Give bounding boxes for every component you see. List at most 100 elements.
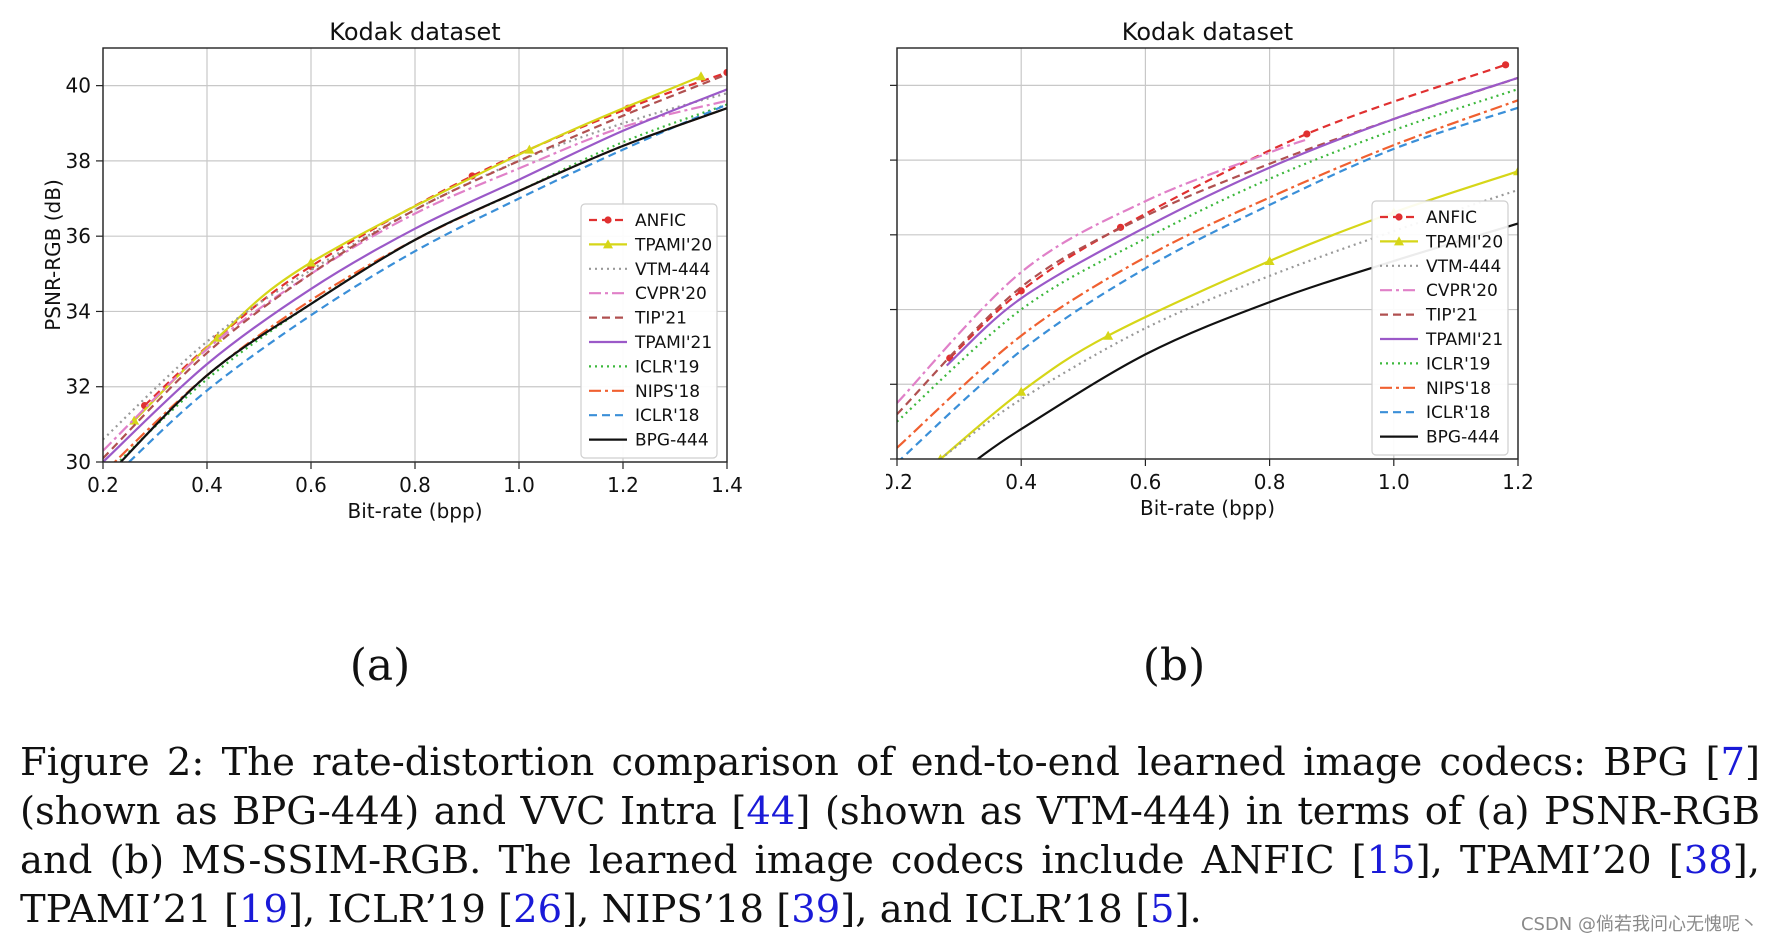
series-line-anfic: [143, 71, 727, 407]
legend-label: VTM-444: [1426, 257, 1501, 277]
legend-label: NIPS'18: [635, 382, 700, 402]
legend-label: ICLR'19: [1426, 354, 1490, 374]
x-tick-label: 1.0: [1378, 470, 1410, 494]
citation-link[interactable]: 15: [1366, 838, 1416, 883]
legend-item: CVPR'20: [589, 284, 707, 304]
x-tick-label: 0.8: [1254, 470, 1286, 494]
series-line-bpg-444: [119, 107, 727, 462]
legend-label: ICLR'18: [635, 406, 699, 426]
x-tick-label: 1.0: [503, 473, 535, 497]
subfigure-label-b: (b): [1142, 640, 1206, 691]
series-line-iclr18: [899, 106, 1518, 459]
series-line-nips18: [897, 99, 1518, 449]
legend-item: TPAMI'21: [589, 333, 712, 353]
legend-label: ICLR'18: [1426, 403, 1490, 423]
legend-item: BPG-444: [589, 431, 709, 451]
legend-label: NIPS'18: [1426, 379, 1491, 399]
y-tick-label: 36: [66, 224, 91, 248]
citation-link[interactable]: 7: [1720, 740, 1745, 785]
x-tick-label: 1.2: [1502, 470, 1534, 494]
legend-item: ICLR'19: [589, 357, 699, 377]
legend-item: ANFIC: [1380, 208, 1477, 228]
data-point-tpami20: [937, 454, 944, 459]
data-point-tpami20: [524, 144, 535, 154]
chart-title: Kodak dataset: [1122, 18, 1293, 46]
x-axis-label: Bit-rate (bpp): [347, 499, 482, 523]
series-line-tpami21: [103, 88, 727, 462]
x-tick-label: 0.4: [1005, 470, 1037, 494]
legend-item: ANFIC: [589, 211, 686, 231]
legend-marker: [1395, 213, 1403, 221]
legend-item: VTM-444: [589, 260, 710, 280]
subfigure-label-a: (a): [349, 640, 411, 691]
x-tick-label: 0.6: [1129, 470, 1161, 494]
series-line-cvpr20: [103, 99, 727, 452]
legend-item: VTM-444: [1380, 257, 1501, 277]
citation-link[interactable]: 5: [1149, 887, 1175, 932]
citation-link[interactable]: 39: [791, 887, 841, 932]
data-point-anfic: [723, 68, 727, 77]
legend-item: ICLR'19: [1380, 354, 1490, 374]
legend-label: ANFIC: [1426, 208, 1477, 228]
legend: ANFIC TPAMI'20 VTM-444 CVPR'20 TIP'21 TPAMI'2…: [1371, 200, 1509, 456]
legend-label: TIP'21: [634, 309, 687, 329]
legend-item: TPAMI'21: [1380, 330, 1503, 350]
legend-item: CVPR'20: [1380, 281, 1498, 301]
x-tick-label: 0.6: [295, 473, 327, 497]
msssim-chart: 0.20.40.60.81.01.2141618202224Kodak data…: [886, 18, 1534, 520]
citation-link[interactable]: 38: [1683, 838, 1733, 883]
series-line-cvpr20: [897, 138, 1308, 404]
legend-label: CVPR'20: [1426, 281, 1498, 301]
legend-item: TPAMI'20: [589, 235, 712, 255]
legend-label: BPG-444: [1426, 428, 1500, 448]
legend-box: [1371, 200, 1509, 456]
plot-area: [103, 68, 727, 462]
legend-item: NIPS'18: [1380, 379, 1491, 399]
legend-label: TPAMI'20: [1425, 232, 1503, 252]
citation-link[interactable]: 19: [238, 887, 288, 932]
legend-label: TIP'21: [1425, 306, 1478, 326]
x-tick-label: 1.2: [607, 473, 639, 497]
legend-label: TPAMI'21: [634, 333, 712, 353]
series-line-iclr18: [128, 103, 727, 462]
data-point-tpami20: [1264, 255, 1275, 265]
legend-label: VTM-444: [635, 260, 710, 280]
x-tick-label: 0.2: [886, 470, 913, 494]
x-tick-label: 0.8: [399, 473, 431, 497]
y-tick-label: 30: [66, 450, 91, 474]
legend-item: TPAMI'20: [1380, 232, 1503, 252]
watermark: CSDN @倘若我问心无愧呢丶: [1520, 914, 1758, 935]
x-tick-label: 1.4: [711, 473, 743, 497]
figure-caption: Figure 2: The rate-distortion comparison…: [20, 740, 1760, 932]
data-point-tpami20: [1103, 330, 1114, 340]
y-axis-label: PSNR-RGB (dB): [41, 179, 65, 331]
legend-marker: [603, 239, 613, 249]
y-tick-label: 34: [66, 299, 91, 323]
legend-item: TIP'21: [1380, 306, 1478, 326]
legend-box: [580, 203, 718, 459]
legend-label: ICLR'19: [635, 357, 699, 377]
y-tick-label: 38: [66, 149, 91, 173]
legend-item: ICLR'18: [589, 406, 699, 426]
citation-link[interactable]: 26: [513, 887, 563, 932]
legend-label: CVPR'20: [635, 284, 707, 304]
legend-label: BPG-444: [635, 431, 709, 451]
series-line-tpami21: [945, 76, 1518, 367]
legend-label: ANFIC: [635, 211, 686, 231]
legend: ANFIC TPAMI'20 VTM-444 CVPR'20 TIP'21 TPAMI'2…: [580, 203, 718, 459]
citation-link[interactable]: 44: [746, 789, 796, 834]
x-axis-label: Bit-rate (bpp): [1140, 496, 1275, 520]
data-point-tpami20: [696, 71, 706, 81]
legend-marker: [604, 216, 612, 224]
psnr-chart: 0.2 0.4 0.6 0.8 1.0 1.2 1.4 30 32 34 36 38 40 Kodak d…: [41, 18, 743, 523]
y-tick-label: 32: [66, 375, 91, 399]
legend-label: TPAMI'20: [634, 235, 712, 255]
plot-frame: [102, 47, 728, 463]
series-line-iclr19: [897, 88, 1518, 423]
series-line-tip21: [103, 73, 727, 459]
series-line-anfic: [949, 63, 1506, 359]
legend-item: BPG-444: [1380, 428, 1500, 448]
x-tick-label: 0.4: [191, 473, 223, 497]
legend-marker: [1394, 236, 1404, 246]
chart-title: Kodak dataset: [329, 18, 500, 46]
